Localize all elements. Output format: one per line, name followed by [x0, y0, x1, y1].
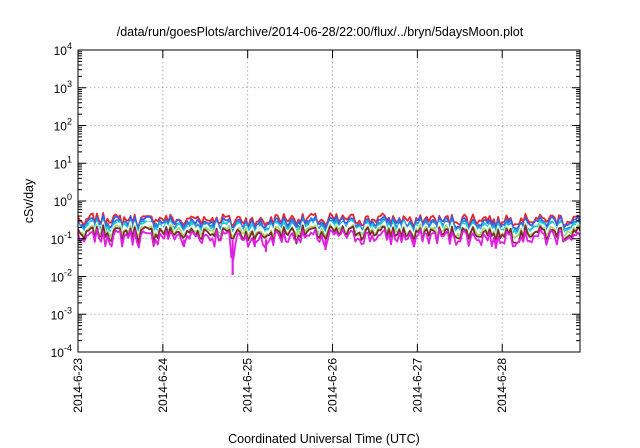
- series-group: [77, 211, 581, 275]
- y-tick-label: 104: [54, 41, 72, 58]
- y-tick-label: 102: [54, 117, 72, 134]
- x-tick-label: 2014-6-25: [241, 358, 255, 413]
- chart-title: /data/run/goesPlots/archive/2014-06-28/2…: [117, 25, 524, 39]
- y-tick-label: 10-4: [51, 343, 72, 360]
- y-tick-label: 10-3: [51, 305, 72, 322]
- y-tick-label: 103: [54, 79, 72, 96]
- y-tick-label: 10-2: [51, 268, 72, 285]
- plot-frame: [77, 49, 581, 353]
- x-tick-label: 2014-6-28: [495, 358, 509, 413]
- series-line-7: [77, 224, 581, 245]
- grid: [78, 50, 580, 352]
- y-axis-label: cSv/day: [22, 178, 36, 223]
- tick-group: 10-4 10-3 10-2 10-1 100 101 102 103 104 2014-6-23…: [51, 41, 580, 413]
- x-tick-label: 2014-6-23: [71, 358, 85, 413]
- y-tick-label: 101: [54, 154, 72, 171]
- x-tick-label: 2014-6-26: [326, 358, 340, 413]
- x-tick-label: 2014-6-27: [410, 358, 424, 413]
- y-tick-label: 100: [54, 192, 72, 209]
- x-tick-label: 2014-6-24: [156, 358, 170, 413]
- y-tick-label: 10-1: [51, 230, 72, 247]
- x-axis-label: Coordinated Universal Time (UTC): [228, 432, 420, 446]
